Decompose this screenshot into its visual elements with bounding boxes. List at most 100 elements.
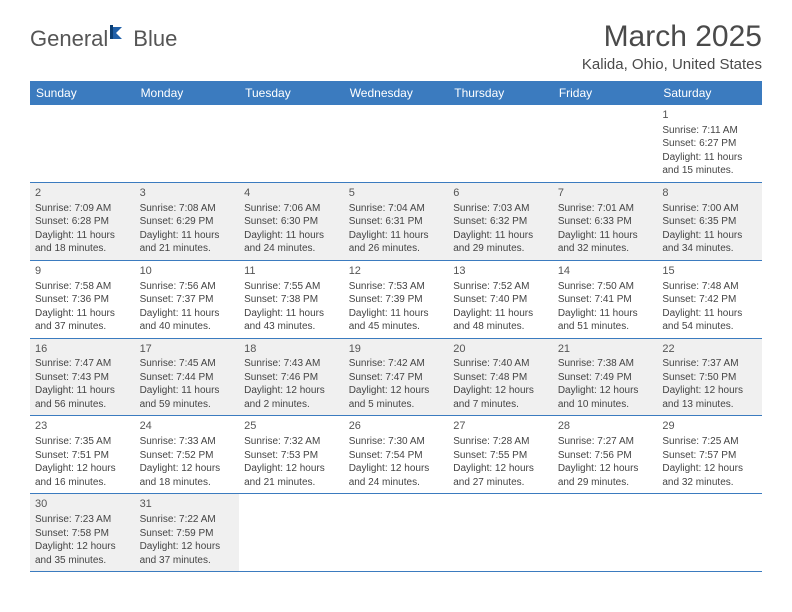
sunset-line: Sunset: 7:37 PM — [140, 293, 235, 307]
calendar-week-row: 9Sunrise: 7:58 AMSunset: 7:36 PMDaylight… — [30, 260, 762, 338]
daylight-line: Daylight: 12 hours and 29 minutes. — [558, 462, 653, 489]
sunrise-line: Sunrise: 7:22 AM — [140, 513, 235, 527]
page-title: March 2025 — [582, 20, 762, 54]
calendar-table: Sunday Monday Tuesday Wednesday Thursday… — [30, 81, 762, 572]
sunset-line: Sunset: 7:44 PM — [140, 371, 235, 385]
day-number: 1 — [662, 108, 757, 123]
sunrise-line: Sunrise: 7:47 AM — [35, 357, 130, 371]
daylight-line: Daylight: 12 hours and 21 minutes. — [244, 462, 339, 489]
day-number: 2 — [35, 186, 130, 201]
sunset-line: Sunset: 6:35 PM — [662, 215, 757, 229]
daylight-line: Daylight: 12 hours and 24 minutes. — [349, 462, 444, 489]
day-number: 20 — [453, 342, 548, 357]
sunset-line: Sunset: 7:40 PM — [453, 293, 548, 307]
daylight-line: Daylight: 12 hours and 2 minutes. — [244, 384, 339, 411]
sunrise-line: Sunrise: 7:23 AM — [35, 513, 130, 527]
sunrise-line: Sunrise: 7:03 AM — [453, 202, 548, 216]
sunrise-line: Sunrise: 7:25 AM — [662, 435, 757, 449]
daylight-line: Daylight: 11 hours and 56 minutes. — [35, 384, 130, 411]
sunrise-line: Sunrise: 7:42 AM — [349, 357, 444, 371]
title-block: March 2025 Kalida, Ohio, United States — [582, 20, 762, 73]
sunrise-line: Sunrise: 7:30 AM — [349, 435, 444, 449]
sunrise-line: Sunrise: 7:56 AM — [140, 280, 235, 294]
col-friday: Friday — [553, 81, 658, 105]
sunrise-line: Sunrise: 7:45 AM — [140, 357, 235, 371]
daylight-line: Daylight: 12 hours and 32 minutes. — [662, 462, 757, 489]
col-wednesday: Wednesday — [344, 81, 449, 105]
sunrise-line: Sunrise: 7:04 AM — [349, 202, 444, 216]
daylight-line: Daylight: 11 hours and 48 minutes. — [453, 307, 548, 334]
daylight-line: Daylight: 11 hours and 45 minutes. — [349, 307, 444, 334]
day-number: 31 — [140, 497, 235, 512]
calendar-cell: 18Sunrise: 7:43 AMSunset: 7:46 PMDayligh… — [239, 338, 344, 416]
calendar-cell: 14Sunrise: 7:50 AMSunset: 7:41 PMDayligh… — [553, 260, 658, 338]
daylight-line: Daylight: 11 hours and 15 minutes. — [662, 151, 757, 178]
calendar-cell — [30, 105, 135, 182]
day-number: 25 — [244, 419, 339, 434]
calendar-cell — [448, 494, 553, 572]
calendar-cell: 7Sunrise: 7:01 AMSunset: 6:33 PMDaylight… — [553, 182, 658, 260]
day-number: 22 — [662, 342, 757, 357]
col-monday: Monday — [135, 81, 240, 105]
sunset-line: Sunset: 7:43 PM — [35, 371, 130, 385]
calendar-cell: 8Sunrise: 7:00 AMSunset: 6:35 PMDaylight… — [657, 182, 762, 260]
calendar-cell: 25Sunrise: 7:32 AMSunset: 7:53 PMDayligh… — [239, 416, 344, 494]
sunset-line: Sunset: 7:49 PM — [558, 371, 653, 385]
calendar-cell: 11Sunrise: 7:55 AMSunset: 7:38 PMDayligh… — [239, 260, 344, 338]
calendar-cell: 26Sunrise: 7:30 AMSunset: 7:54 PMDayligh… — [344, 416, 449, 494]
daylight-line: Daylight: 12 hours and 13 minutes. — [662, 384, 757, 411]
header: General Blue March 2025 Kalida, Ohio, Un… — [30, 20, 762, 73]
sunset-line: Sunset: 6:33 PM — [558, 215, 653, 229]
daylight-line: Daylight: 11 hours and 18 minutes. — [35, 229, 130, 256]
calendar-cell: 16Sunrise: 7:47 AMSunset: 7:43 PMDayligh… — [30, 338, 135, 416]
day-number: 16 — [35, 342, 130, 357]
sunset-line: Sunset: 6:28 PM — [35, 215, 130, 229]
calendar-cell — [553, 105, 658, 182]
calendar-cell: 21Sunrise: 7:38 AMSunset: 7:49 PMDayligh… — [553, 338, 658, 416]
calendar-cell: 23Sunrise: 7:35 AMSunset: 7:51 PMDayligh… — [30, 416, 135, 494]
calendar-cell: 13Sunrise: 7:52 AMSunset: 7:40 PMDayligh… — [448, 260, 553, 338]
sunrise-line: Sunrise: 7:48 AM — [662, 280, 757, 294]
sunset-line: Sunset: 7:39 PM — [349, 293, 444, 307]
calendar-header-row: Sunday Monday Tuesday Wednesday Thursday… — [30, 81, 762, 105]
calendar-cell: 10Sunrise: 7:56 AMSunset: 7:37 PMDayligh… — [135, 260, 240, 338]
sunset-line: Sunset: 7:50 PM — [662, 371, 757, 385]
sunset-line: Sunset: 6:31 PM — [349, 215, 444, 229]
sunset-line: Sunset: 6:30 PM — [244, 215, 339, 229]
calendar-cell: 27Sunrise: 7:28 AMSunset: 7:55 PMDayligh… — [448, 416, 553, 494]
daylight-line: Daylight: 12 hours and 18 minutes. — [140, 462, 235, 489]
logo-text-2: Blue — [133, 26, 177, 52]
sunset-line: Sunset: 7:36 PM — [35, 293, 130, 307]
sunrise-line: Sunrise: 7:38 AM — [558, 357, 653, 371]
day-number: 18 — [244, 342, 339, 357]
sunset-line: Sunset: 7:54 PM — [349, 449, 444, 463]
daylight-line: Daylight: 11 hours and 43 minutes. — [244, 307, 339, 334]
calendar-cell — [344, 105, 449, 182]
sunrise-line: Sunrise: 7:50 AM — [558, 280, 653, 294]
sunrise-line: Sunrise: 7:01 AM — [558, 202, 653, 216]
calendar-cell: 5Sunrise: 7:04 AMSunset: 6:31 PMDaylight… — [344, 182, 449, 260]
day-number: 23 — [35, 419, 130, 434]
day-number: 15 — [662, 264, 757, 279]
day-number: 30 — [35, 497, 130, 512]
calendar-cell: 3Sunrise: 7:08 AMSunset: 6:29 PMDaylight… — [135, 182, 240, 260]
calendar-cell: 12Sunrise: 7:53 AMSunset: 7:39 PMDayligh… — [344, 260, 449, 338]
sunset-line: Sunset: 7:57 PM — [662, 449, 757, 463]
col-sunday: Sunday — [30, 81, 135, 105]
calendar-cell: 9Sunrise: 7:58 AMSunset: 7:36 PMDaylight… — [30, 260, 135, 338]
calendar-cell: 2Sunrise: 7:09 AMSunset: 6:28 PMDaylight… — [30, 182, 135, 260]
day-number: 11 — [244, 264, 339, 279]
calendar-week-row: 30Sunrise: 7:23 AMSunset: 7:58 PMDayligh… — [30, 494, 762, 572]
daylight-line: Daylight: 12 hours and 16 minutes. — [35, 462, 130, 489]
calendar-cell: 29Sunrise: 7:25 AMSunset: 7:57 PMDayligh… — [657, 416, 762, 494]
flag-icon — [110, 23, 132, 49]
logo: General Blue — [30, 20, 177, 52]
sunset-line: Sunset: 7:46 PM — [244, 371, 339, 385]
calendar-cell — [239, 105, 344, 182]
sunset-line: Sunset: 7:38 PM — [244, 293, 339, 307]
sunset-line: Sunset: 7:53 PM — [244, 449, 339, 463]
sunrise-line: Sunrise: 7:00 AM — [662, 202, 757, 216]
daylight-line: Daylight: 11 hours and 34 minutes. — [662, 229, 757, 256]
daylight-line: Daylight: 11 hours and 51 minutes. — [558, 307, 653, 334]
sunset-line: Sunset: 6:27 PM — [662, 137, 757, 151]
